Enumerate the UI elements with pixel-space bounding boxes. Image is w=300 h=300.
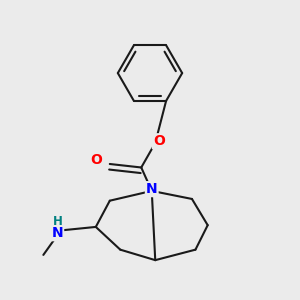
Text: O: O xyxy=(91,153,102,167)
Text: N: N xyxy=(146,182,158,196)
Text: H: H xyxy=(52,215,62,228)
Text: N: N xyxy=(52,226,63,240)
Text: O: O xyxy=(153,134,165,148)
